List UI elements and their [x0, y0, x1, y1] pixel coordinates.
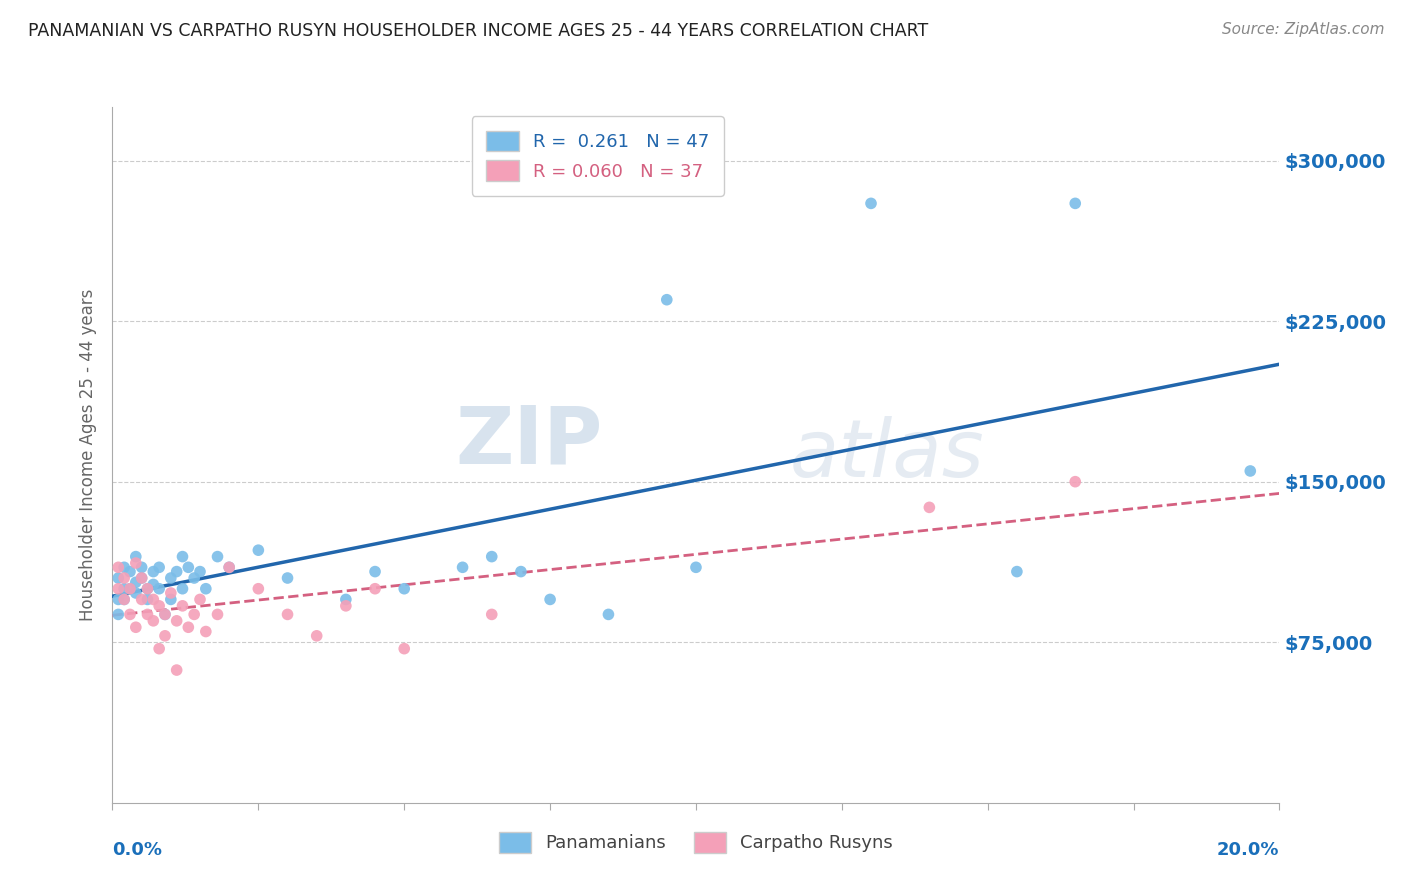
Point [1005, 565, 1028, 579]
Point [107, 560, 129, 574]
Point [207, 607, 229, 622]
Point [218, 560, 240, 574]
Point [131, 592, 153, 607]
Point [131, 571, 153, 585]
Point [112, 571, 135, 585]
Point [136, 582, 159, 596]
Point [125, 620, 148, 634]
Point [118, 582, 141, 596]
Point [118, 607, 141, 622]
Point [142, 577, 165, 591]
Point [136, 582, 159, 596]
Point [247, 543, 270, 558]
Point [125, 556, 148, 570]
Point [160, 571, 183, 585]
Point [685, 560, 707, 574]
Point [107, 582, 129, 596]
Point [1239, 464, 1261, 478]
Point [364, 582, 387, 596]
Point [148, 582, 170, 596]
Point [364, 565, 387, 579]
Point [166, 565, 188, 579]
Point [118, 582, 141, 596]
Y-axis label: Householder Income Ages 25 - 44 years: Householder Income Ages 25 - 44 years [79, 289, 97, 621]
Point [188, 565, 211, 579]
Point [136, 607, 159, 622]
Point [276, 607, 298, 622]
Point [177, 620, 200, 634]
Text: ZIP: ZIP [456, 402, 603, 480]
Point [118, 565, 141, 579]
Text: Source: ZipAtlas.com: Source: ZipAtlas.com [1222, 22, 1385, 37]
Point [160, 592, 183, 607]
Point [218, 560, 240, 574]
Point [107, 571, 129, 585]
Text: 0.0%: 0.0% [112, 841, 163, 859]
Text: PANAMANIAN VS CARPATHO RUSYN HOUSEHOLDER INCOME AGES 25 - 44 YEARS CORRELATION C: PANAMANIAN VS CARPATHO RUSYN HOUSEHOLDER… [28, 22, 928, 40]
Point [166, 663, 188, 677]
Point [481, 607, 503, 622]
Point [172, 599, 194, 613]
Point [1064, 475, 1087, 489]
Point [918, 500, 941, 515]
Point [481, 549, 503, 564]
Point [538, 592, 561, 607]
Point [392, 641, 416, 656]
Point [112, 592, 135, 607]
Point [136, 592, 159, 607]
Point [335, 599, 357, 613]
Text: 20.0%: 20.0% [1218, 841, 1279, 859]
Point [107, 607, 129, 622]
Point [194, 624, 217, 639]
Point [207, 549, 229, 564]
Point [153, 607, 176, 622]
Point [177, 560, 200, 574]
Point [166, 614, 188, 628]
Point [142, 614, 165, 628]
Point [392, 582, 416, 596]
Point [125, 586, 148, 600]
Point [148, 641, 170, 656]
Point [172, 582, 194, 596]
Point [598, 607, 620, 622]
Point [1064, 196, 1087, 211]
Point [142, 565, 165, 579]
Point [188, 592, 211, 607]
Point [509, 565, 531, 579]
Point [148, 599, 170, 613]
Point [131, 571, 153, 585]
Point [160, 586, 183, 600]
Point [655, 293, 678, 307]
Point [183, 571, 205, 585]
Point [112, 560, 135, 574]
Point [859, 196, 883, 211]
Point [153, 629, 176, 643]
Point [125, 575, 148, 590]
Point [194, 582, 217, 596]
Text: atlas: atlas [789, 416, 984, 494]
Point [153, 607, 176, 622]
Point [131, 560, 153, 574]
Point [112, 592, 135, 607]
Point [451, 560, 474, 574]
Point [183, 607, 205, 622]
Point [107, 592, 129, 607]
Point [305, 629, 328, 643]
Point [125, 549, 148, 564]
Point [112, 582, 135, 596]
Point [335, 592, 357, 607]
Legend: Panamanians, Carpatho Rusyns: Panamanians, Carpatho Rusyns [492, 824, 900, 860]
Point [247, 582, 270, 596]
Point [172, 549, 194, 564]
Point [148, 560, 170, 574]
Point [276, 571, 298, 585]
Point [142, 592, 165, 607]
